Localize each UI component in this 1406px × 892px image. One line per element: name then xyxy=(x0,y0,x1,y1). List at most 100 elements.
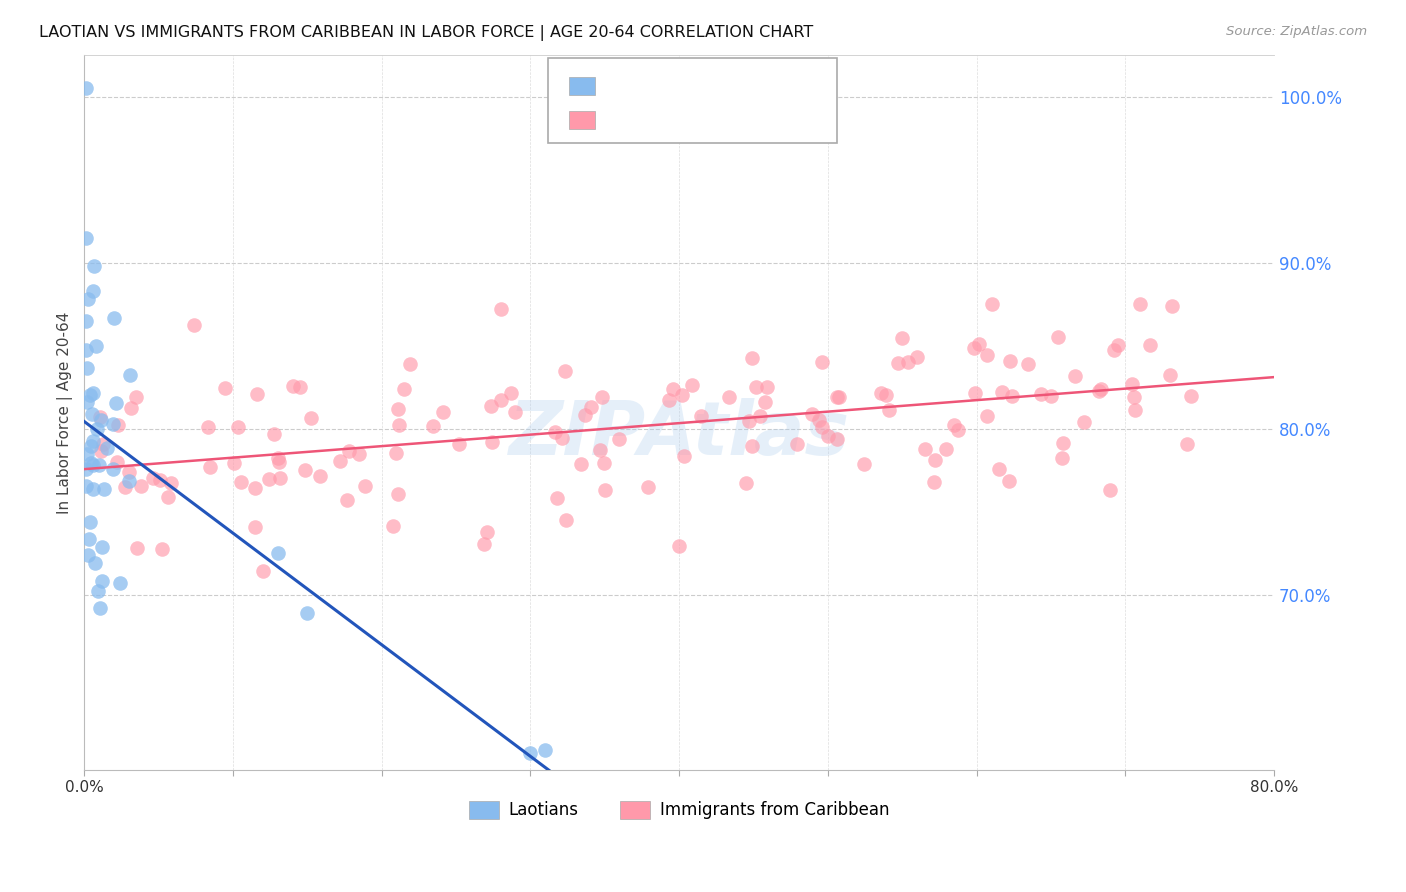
Point xyxy=(905,351,928,365)
Point xyxy=(80,456,103,470)
Point xyxy=(75,462,97,476)
Point xyxy=(198,460,221,475)
Point xyxy=(1102,343,1125,357)
Point xyxy=(288,380,311,394)
Point xyxy=(1098,483,1121,497)
Point xyxy=(77,292,100,306)
Point xyxy=(339,443,361,458)
Point xyxy=(387,401,409,416)
Point xyxy=(658,392,681,407)
Point xyxy=(150,541,173,556)
Point xyxy=(589,443,612,458)
Point xyxy=(1040,389,1063,403)
Point xyxy=(593,483,616,498)
Point xyxy=(1017,357,1039,371)
Point xyxy=(745,380,768,394)
Text: R = -0.379   N =   45: R = -0.379 N = 45 xyxy=(602,79,804,95)
Point xyxy=(299,410,322,425)
Point xyxy=(581,400,603,414)
Point xyxy=(1090,382,1112,396)
Point xyxy=(1121,377,1143,392)
Point xyxy=(1139,338,1161,352)
Point xyxy=(89,601,111,615)
Point xyxy=(101,417,124,431)
Point xyxy=(1129,296,1152,310)
Point xyxy=(1180,389,1202,403)
Point xyxy=(149,473,172,487)
Point xyxy=(294,462,316,476)
Point xyxy=(142,470,165,484)
Point xyxy=(93,437,115,451)
Point xyxy=(534,743,557,757)
Point xyxy=(554,364,576,378)
Point xyxy=(1029,387,1052,401)
Point xyxy=(243,520,266,534)
Point xyxy=(114,480,136,494)
Point xyxy=(82,284,104,298)
Point xyxy=(689,409,711,424)
Point xyxy=(118,368,141,382)
Point xyxy=(489,393,512,408)
Point xyxy=(76,447,98,461)
Text: LAOTIAN VS IMMIGRANTS FROM CARIBBEAN IN LABOR FORCE | AGE 20-64 CORRELATION CHAR: LAOTIAN VS IMMIGRANTS FROM CARIBBEAN IN … xyxy=(39,25,814,41)
Point xyxy=(243,481,266,495)
Point xyxy=(381,518,404,533)
Point xyxy=(935,442,957,457)
Point xyxy=(607,432,630,446)
Point xyxy=(852,457,875,471)
Point xyxy=(80,439,103,453)
Point xyxy=(309,469,332,483)
Point xyxy=(257,472,280,486)
Point xyxy=(1088,384,1111,398)
Point xyxy=(810,355,832,369)
Point xyxy=(84,339,107,353)
Point xyxy=(875,388,897,402)
Point xyxy=(741,351,763,365)
Point xyxy=(77,548,100,562)
Point xyxy=(681,378,703,392)
Point xyxy=(118,475,141,489)
Point xyxy=(963,341,986,355)
Point xyxy=(891,331,914,345)
Point xyxy=(267,450,290,465)
Point xyxy=(183,318,205,332)
Point xyxy=(246,387,269,401)
Point xyxy=(1122,390,1144,404)
Point xyxy=(105,396,128,410)
Point xyxy=(79,388,101,402)
Point xyxy=(75,81,97,95)
Point xyxy=(329,454,352,468)
Point xyxy=(637,480,659,494)
Point xyxy=(1107,338,1129,352)
Point xyxy=(1161,299,1184,313)
Point xyxy=(353,478,375,492)
Point xyxy=(990,385,1012,400)
Point xyxy=(222,456,245,470)
Point xyxy=(474,537,496,551)
Point xyxy=(349,447,371,461)
Point xyxy=(981,296,1004,310)
Point xyxy=(499,385,522,400)
Point xyxy=(741,439,763,453)
Point xyxy=(801,407,824,421)
Point xyxy=(1175,437,1198,451)
Point xyxy=(125,541,148,556)
Point xyxy=(75,313,97,327)
Point xyxy=(281,378,304,392)
Point xyxy=(91,574,114,589)
Point xyxy=(987,462,1010,476)
Point xyxy=(263,426,285,441)
Point xyxy=(734,475,756,490)
Point xyxy=(103,310,125,325)
Point xyxy=(569,457,592,471)
Point xyxy=(1123,403,1146,417)
Point xyxy=(574,409,596,423)
Point xyxy=(998,474,1021,488)
Point xyxy=(101,462,124,476)
Point xyxy=(214,380,236,394)
Point xyxy=(756,380,779,394)
Point xyxy=(82,458,104,473)
Point xyxy=(825,390,848,404)
Point xyxy=(554,513,576,527)
Point xyxy=(828,390,851,404)
